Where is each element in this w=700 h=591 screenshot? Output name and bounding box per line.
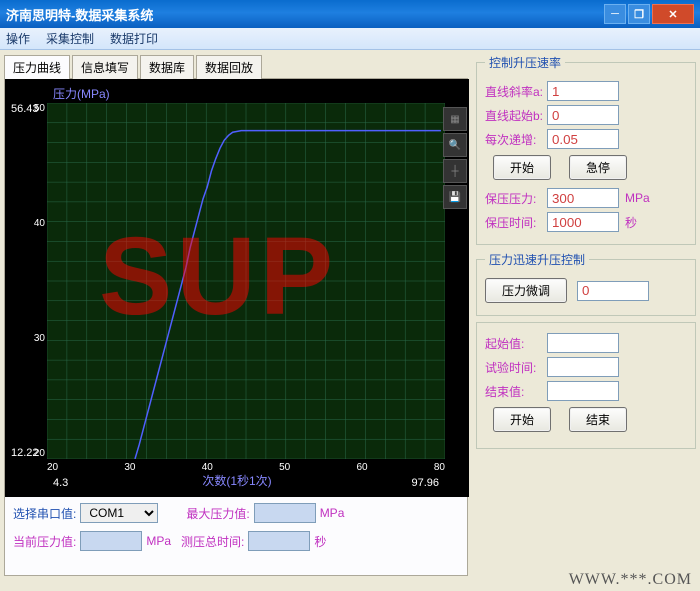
max-pressure-input[interactable] xyxy=(254,503,316,523)
startb-input[interactable] xyxy=(547,105,619,125)
fine-adjust-input[interactable] xyxy=(577,281,649,301)
tabs: 压力曲线 信息填写 数据库 数据回放 xyxy=(4,54,468,78)
tool-cursor-icon[interactable]: ┼ xyxy=(443,159,467,183)
tool-zoom-icon[interactable]: 🔍 xyxy=(443,133,467,157)
minimize-button[interactable]: ─ xyxy=(604,4,626,24)
maximize-button[interactable]: ❐ xyxy=(628,4,650,24)
serial-label: 选择串口值: xyxy=(13,505,76,522)
max-pressure-label: 最大压力值: xyxy=(186,505,249,522)
x-min: 4.3 xyxy=(53,477,68,489)
run-end-input[interactable] xyxy=(547,381,619,401)
tool-grid-icon[interactable]: ▦ xyxy=(443,107,467,131)
run-start-button[interactable]: 开始 xyxy=(493,407,551,432)
current-pressure-label: 当前压力值: xyxy=(13,533,76,550)
menu-bar: 操作 采集控制 数据打印 xyxy=(0,28,700,50)
max-pressure-unit: MPa xyxy=(320,506,345,520)
x-max: 97.96 xyxy=(411,477,439,489)
serial-select[interactable]: COM1 xyxy=(80,503,158,523)
hold-t-unit: 秒 xyxy=(625,214,637,231)
menu-acquire[interactable]: 采集控制 xyxy=(46,30,94,47)
ramp-group: 控制升压速率 直线斜率a: 直线起始b: 每次递增: 开始 急停 保压压力: MP… xyxy=(476,54,696,245)
hold-t-input[interactable] xyxy=(547,212,619,232)
y-ticks: 50 40 30 20 xyxy=(29,103,45,459)
chart-toolbox: ▦ 🔍 ┼ 💾 xyxy=(443,107,469,209)
hold-p-unit: MPa xyxy=(625,191,650,205)
menu-print[interactable]: 数据打印 xyxy=(110,30,158,47)
hold-t-label: 保压时间: xyxy=(485,214,547,231)
chart: 压力(MPa) 56.43 12.22 50 40 30 20 SUP xyxy=(5,79,469,497)
current-pressure-unit: MPa xyxy=(146,534,171,548)
menu-operate[interactable]: 操作 xyxy=(6,30,30,47)
ramp-start-button[interactable]: 开始 xyxy=(493,155,551,180)
total-time-label: 测压总时间: xyxy=(181,533,244,550)
tool-save-icon[interactable]: 💾 xyxy=(443,185,467,209)
total-time-input[interactable] xyxy=(248,531,310,551)
startb-label: 直线起始b: xyxy=(485,107,547,124)
hold-p-label: 保压压力: xyxy=(485,190,547,207)
run-time-input[interactable] xyxy=(547,357,619,377)
chart-x-label: 次数(1秒1次) xyxy=(202,472,271,489)
slope-label: 直线斜率a: xyxy=(485,83,547,100)
run-end-button[interactable]: 结束 xyxy=(569,407,627,432)
window-title: 济南思明特-数据采集系统 xyxy=(6,5,602,24)
tab-database[interactable]: 数据库 xyxy=(140,55,194,79)
fast-legend: 压力迅速升压控制 xyxy=(485,251,589,268)
tab-content: 压力(MPa) 56.43 12.22 50 40 30 20 SUP xyxy=(4,78,468,576)
hold-p-input[interactable] xyxy=(547,188,619,208)
run-time-label: 试验时间: xyxy=(485,359,547,376)
title-bar: 济南思明特-数据采集系统 ─ ❐ ✕ xyxy=(0,0,700,28)
run-end-label: 结束值: xyxy=(485,383,547,400)
fast-group: 压力迅速升压控制 压力微调 xyxy=(476,251,696,316)
bottom-bar: 选择串口值: COM1 最大压力值: MPa 当前压力值: MPa 测压总时间:… xyxy=(5,497,467,557)
run-start-input[interactable] xyxy=(547,333,619,353)
ramp-legend: 控制升压速率 xyxy=(485,54,565,71)
plot-area: SUP xyxy=(47,103,445,459)
total-time-unit: 秒 xyxy=(314,533,326,550)
tab-playback[interactable]: 数据回放 xyxy=(196,55,262,79)
chart-y-label: 压力(MPa) xyxy=(53,85,110,102)
close-button[interactable]: ✕ xyxy=(652,4,694,24)
slope-input[interactable] xyxy=(547,81,619,101)
ramp-stop-button[interactable]: 急停 xyxy=(569,155,627,180)
step-input[interactable] xyxy=(547,129,619,149)
run-group: 起始值: 试验时间: 结束值: 开始 结束 xyxy=(476,322,696,449)
fine-adjust-button[interactable]: 压力微调 xyxy=(485,278,567,303)
step-label: 每次递增: xyxy=(485,131,547,148)
current-pressure-input[interactable] xyxy=(80,531,142,551)
tab-curve[interactable]: 压力曲线 xyxy=(4,55,70,79)
run-start-label: 起始值: xyxy=(485,335,547,352)
tab-info[interactable]: 信息填写 xyxy=(72,55,138,79)
footer-watermark: WWW.***.COM xyxy=(569,571,692,589)
